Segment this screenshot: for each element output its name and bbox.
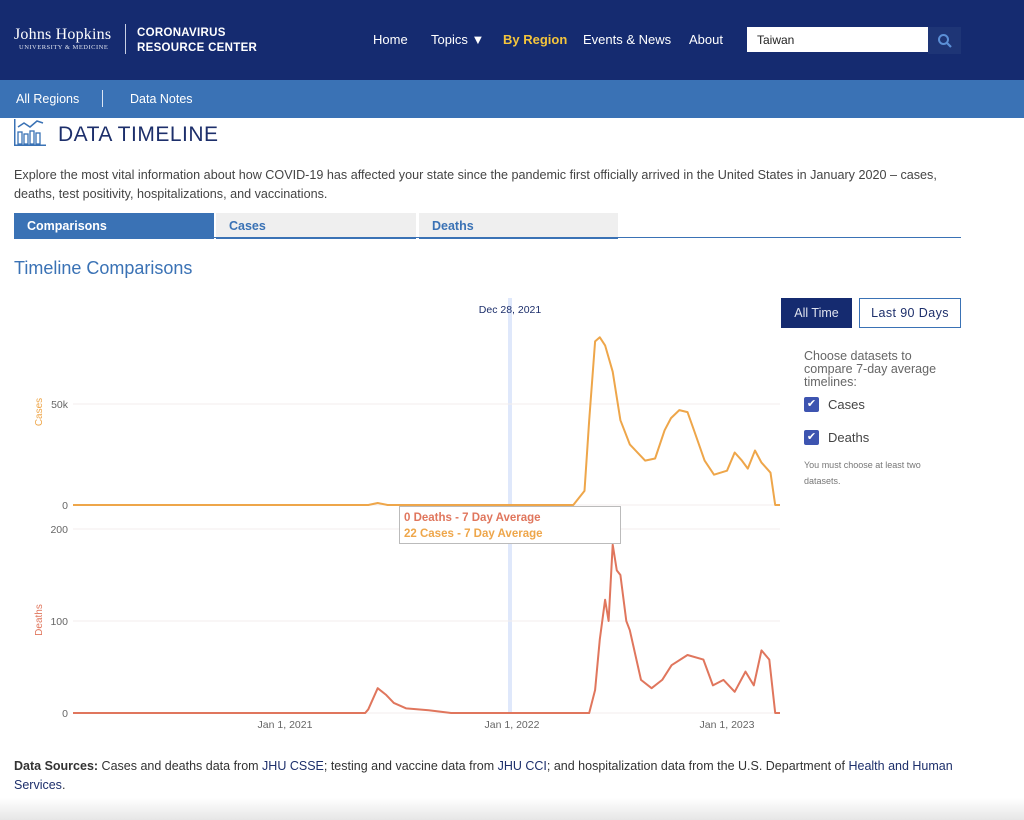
timeline-chart[interactable]: Dec 28, 2021 0 50k Cases 0 100 200 Deaths Jan… xyxy=(0,290,790,740)
footer-fade xyxy=(0,798,1024,820)
page-description: Explore the most vital information about… xyxy=(14,168,937,201)
nav-topics[interactable]: Topics ▼ xyxy=(431,32,485,47)
site-title-line1: CORONAVIRUS xyxy=(137,27,226,39)
tooltip-deaths: 0 Deaths - 7 Day Average xyxy=(404,512,541,524)
cases-checkbox[interactable]: ✔ xyxy=(804,397,819,412)
section-title: Timeline Comparisons xyxy=(14,258,193,278)
subnav-all-regions[interactable]: All Regions xyxy=(16,92,80,106)
tab-underline xyxy=(14,237,961,238)
all-time-button[interactable]: All Time xyxy=(781,298,852,328)
deaths-line xyxy=(73,543,780,714)
data-sources-label: Data Sources: xyxy=(14,759,99,773)
jhu-cci-link[interactable]: JHU CCI xyxy=(497,759,547,773)
sub-navigation xyxy=(0,80,1024,118)
sources-text-4: . xyxy=(61,778,66,792)
x-tick-label: Jan 1, 2023 xyxy=(700,719,755,731)
jhu-logo-subtitle: UNIVERSITY & MEDICINE xyxy=(19,44,109,51)
cases-chart: 0 50k Cases xyxy=(34,336,780,512)
y-tick-label: 0 xyxy=(62,500,68,512)
x-tick-label: Jan 1, 2022 xyxy=(485,719,540,731)
x-tick-label: Jan 1, 2021 xyxy=(258,719,313,731)
hhs-link[interactable]: Health and Human Services xyxy=(14,759,953,792)
logo-divider xyxy=(125,24,126,54)
sources-text-3: ; and hospitalization data from the U.S.… xyxy=(546,759,849,773)
dataset-hint: You must choose at least two datasets. xyxy=(804,460,921,486)
jhu-logo[interactable]: Johns Hopkins xyxy=(14,26,112,43)
y-tick-label: 0 xyxy=(62,708,68,720)
data-sources: Data Sources: Cases and deaths data from… xyxy=(14,757,974,795)
search-icon xyxy=(937,33,952,48)
dataset-instructions: Choose datasets to compare 7-day average… xyxy=(804,349,937,389)
y-tick-label: 200 xyxy=(50,524,68,536)
chart-tooltip: 0 Deaths - 7 Day Average 22 Cases - 7 Da… xyxy=(399,506,621,544)
hover-date-label: Dec 28, 2021 xyxy=(479,304,542,316)
timeline-chart-icon xyxy=(14,119,46,146)
site-title-line2: RESOURCE CENTER xyxy=(137,42,258,54)
x-axis: Jan 1, 2021 Jan 1, 2022 Jan 1, 2023 xyxy=(258,719,755,731)
nav-events-news[interactable]: Events & News xyxy=(583,32,672,47)
cases-line xyxy=(73,336,780,506)
jhu-csse-link[interactable]: JHU CSSE xyxy=(262,759,324,773)
site-title[interactable]: CORONAVIRUS RESOURCE CENTER xyxy=(137,26,257,56)
subnav-divider xyxy=(102,90,103,107)
subnav-data-notes[interactable]: Data Notes xyxy=(130,92,193,106)
sources-text-2: ; testing and vaccine data from xyxy=(323,759,498,773)
tab-comparisons[interactable]: Comparisons xyxy=(14,213,214,239)
tooltip-cases: 22 Cases - 7 Day Average xyxy=(404,528,543,540)
search-button[interactable] xyxy=(928,27,961,54)
y-tick-label: 50k xyxy=(51,399,69,411)
search-input[interactable] xyxy=(747,27,928,52)
deaths-checkbox-label[interactable]: Deaths xyxy=(828,430,870,445)
y-tick-label: 100 xyxy=(50,616,68,628)
nav-about[interactable]: About xyxy=(689,32,723,47)
tab-deaths[interactable]: Deaths xyxy=(419,213,618,239)
sources-text-1: Cases and deaths data from xyxy=(98,759,263,773)
cases-checkbox-label[interactable]: Cases xyxy=(828,397,865,412)
tab-cases[interactable]: Cases xyxy=(216,213,416,239)
deaths-chart: 0 100 200 Deaths xyxy=(34,524,780,720)
y-axis-title: Cases xyxy=(34,398,45,426)
nav-by-region[interactable]: By Region xyxy=(503,32,568,47)
nav-home[interactable]: Home xyxy=(373,32,408,47)
y-axis-title: Deaths xyxy=(34,604,45,636)
page-title: DATA TIMELINE xyxy=(58,123,219,146)
last-90-days-button[interactable]: Last 90 Days xyxy=(859,298,961,328)
deaths-checkbox[interactable]: ✔ xyxy=(804,430,819,445)
